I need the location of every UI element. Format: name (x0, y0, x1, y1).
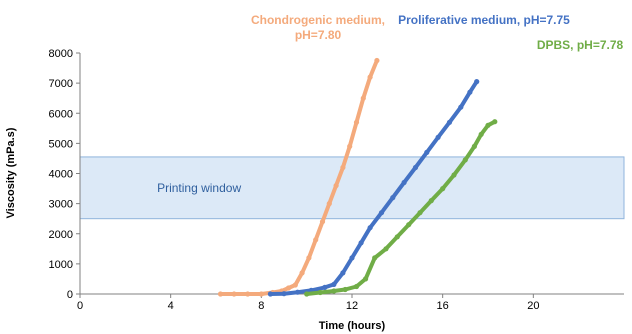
data-point (295, 289, 301, 295)
series-3 (304, 119, 498, 297)
series-1 (217, 57, 380, 297)
data-point (340, 164, 346, 171)
data-point (306, 255, 312, 261)
data-point (358, 240, 364, 246)
data-point (217, 291, 224, 297)
data-point (258, 291, 264, 297)
data-point (319, 219, 326, 225)
data-point (347, 143, 353, 149)
data-point (458, 104, 464, 110)
data-point (304, 291, 310, 297)
y-tick-label: 7000 (49, 78, 73, 90)
y-axis-title: Viscosity (mPa.s) (5, 127, 17, 218)
data-point (267, 291, 273, 297)
data-point (467, 89, 473, 95)
data-point (383, 246, 389, 252)
data-point (474, 79, 480, 85)
y-tick-label: 5000 (49, 138, 73, 150)
y-tick-label: 0 (67, 289, 73, 301)
data-point (478, 131, 484, 137)
data-point (390, 195, 396, 201)
printing-window-label: Printing window (157, 181, 241, 195)
y-tick-label: 3000 (49, 199, 73, 211)
data-point (326, 201, 332, 207)
data-point (471, 143, 477, 149)
series-2 (267, 79, 480, 297)
data-point (424, 149, 430, 155)
y-tick-label: 1000 (49, 259, 73, 271)
data-point (231, 291, 237, 297)
data-point (363, 276, 369, 282)
series-label: Chondrogenic medium, (251, 13, 385, 27)
x-tick-label: 20 (527, 300, 539, 312)
series-label: DPBS, pH=7.78 (537, 38, 624, 52)
data-point (353, 119, 360, 125)
data-point (360, 95, 366, 101)
data-point (451, 172, 457, 178)
data-point (378, 210, 385, 216)
data-point (417, 210, 423, 216)
data-point (285, 285, 292, 291)
data-point (435, 134, 441, 140)
x-tick-label: 0 (77, 300, 83, 312)
data-point (406, 222, 412, 228)
data-point (412, 164, 419, 171)
data-point (353, 283, 360, 290)
data-point (401, 179, 407, 186)
x-tick-label: 8 (258, 300, 264, 312)
data-point (492, 119, 498, 125)
data-point (342, 286, 348, 293)
data-point (317, 289, 323, 296)
data-point (349, 255, 355, 261)
x-tick-label: 12 (346, 300, 358, 312)
series-label: pH=7.80 (295, 28, 342, 42)
data-point (322, 284, 328, 290)
x-tick-label: 4 (168, 300, 174, 312)
data-point (394, 234, 400, 240)
data-point (245, 291, 251, 297)
series-layer (217, 57, 498, 297)
data-point (292, 282, 298, 288)
data-point (340, 270, 346, 276)
data-point (331, 288, 337, 294)
data-point (299, 270, 305, 276)
series-label: Proliferative medium, pH=7.75 (398, 13, 570, 27)
data-point (367, 74, 373, 80)
data-point (446, 119, 453, 125)
data-point (374, 57, 380, 64)
series-labels: Chondrogenic medium,pH=7.80 Proliferative… (251, 13, 624, 52)
y-tick-label: 4000 (49, 169, 73, 181)
printing-window-band (79, 156, 625, 220)
data-point (281, 291, 287, 297)
y-tick-label: 8000 (49, 48, 73, 60)
y-tick-label: 6000 (49, 108, 73, 120)
data-point (428, 198, 434, 204)
data-point (485, 122, 491, 128)
data-point (367, 225, 373, 231)
y-tick-label: 2000 (49, 229, 73, 241)
x-axis-title: Time (hours) (319, 320, 386, 332)
data-point (462, 157, 468, 163)
x-tick-label: 16 (437, 300, 449, 312)
data-point (331, 281, 337, 287)
axes: 0 1000 2000 3000 4000 5000 6000 7000 8000 0 4 8 12 16… (49, 48, 624, 312)
data-point (333, 183, 339, 189)
data-point (313, 237, 319, 243)
data-point (440, 186, 446, 192)
data-point (372, 255, 378, 261)
